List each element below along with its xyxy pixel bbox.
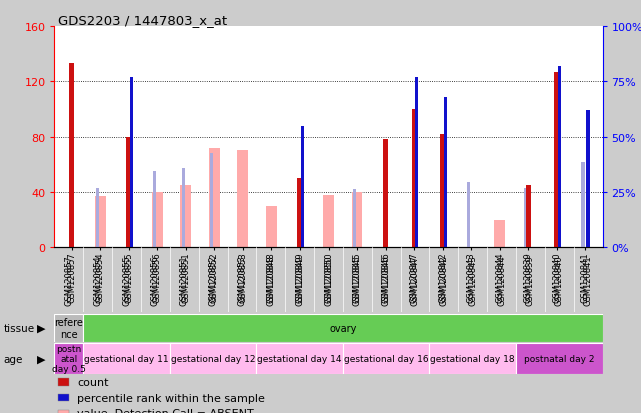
Bar (153, 172, 156, 248)
Text: GSM120840: GSM120840 (554, 254, 564, 305)
Bar (54, 343, 83, 374)
Bar (440, 135, 445, 248)
Bar (494, 220, 505, 248)
Bar (516, 343, 603, 374)
Bar (83, 343, 170, 374)
Text: GDS2203 / 1447803_x_at: GDS2203 / 1447803_x_at (58, 14, 227, 27)
Text: refere
nce: refere nce (54, 317, 83, 339)
Bar (266, 206, 277, 248)
Text: GSM120855: GSM120855 (122, 254, 131, 305)
Text: postn
atal
day 0.5: postn atal day 0.5 (52, 344, 86, 373)
Text: GSM120843: GSM120843 (468, 254, 478, 305)
Bar (383, 140, 388, 248)
Text: gestational day 18: gestational day 18 (430, 354, 515, 363)
Text: GSM120845: GSM120845 (353, 254, 362, 305)
Text: age: age (3, 354, 22, 364)
Bar (210, 154, 213, 248)
Bar (526, 186, 531, 248)
Bar (524, 188, 528, 248)
Text: GSM120842: GSM120842 (439, 254, 449, 305)
Text: GSM120856: GSM120856 (151, 254, 160, 305)
Text: postnatal day 2: postnatal day 2 (524, 354, 594, 363)
Text: tissue: tissue (3, 323, 35, 333)
Bar (129, 78, 133, 248)
Text: GSM120852: GSM120852 (208, 254, 218, 305)
Text: GSM120854: GSM120854 (93, 254, 103, 305)
Bar (256, 343, 343, 374)
Bar (554, 72, 560, 248)
Bar (412, 110, 417, 248)
Bar (126, 137, 131, 248)
Text: GSM120848: GSM120848 (266, 254, 276, 305)
Text: gestational day 16: gestational day 16 (344, 354, 429, 363)
Text: GSM120841: GSM120841 (583, 254, 593, 305)
Text: GSM120857: GSM120857 (64, 254, 74, 305)
Text: percentile rank within the sample: percentile rank within the sample (77, 393, 265, 403)
Bar (429, 343, 516, 374)
Bar (415, 78, 419, 248)
Text: GSM120847: GSM120847 (410, 254, 420, 305)
Text: GSM120849: GSM120849 (295, 254, 304, 305)
Text: ovary: ovary (329, 323, 356, 333)
Bar (96, 188, 99, 248)
Text: gestational day 11: gestational day 11 (84, 354, 169, 363)
Bar (152, 192, 163, 248)
Bar (353, 190, 356, 248)
Bar (587, 111, 590, 248)
Bar (180, 186, 191, 248)
Bar (352, 192, 362, 248)
Bar (323, 195, 334, 248)
Bar (444, 97, 447, 248)
Text: value, Detection Call = ABSENT: value, Detection Call = ABSENT (77, 408, 254, 413)
Bar (297, 179, 303, 248)
Bar (181, 169, 185, 248)
Text: count: count (77, 377, 108, 387)
Bar (95, 197, 106, 248)
Text: GSM120844: GSM120844 (497, 254, 506, 305)
Text: GSM120850: GSM120850 (324, 254, 333, 305)
Bar (170, 343, 256, 374)
Bar (558, 66, 561, 248)
Bar (209, 148, 220, 248)
Bar (301, 126, 304, 248)
Text: ▶: ▶ (37, 354, 46, 364)
Text: GSM120846: GSM120846 (381, 254, 391, 305)
Bar (467, 183, 470, 248)
Bar (581, 162, 585, 248)
Text: GSM120853: GSM120853 (237, 254, 247, 305)
Text: GSM120839: GSM120839 (526, 254, 535, 305)
Bar (343, 343, 429, 374)
Text: gestational day 12: gestational day 12 (171, 354, 255, 363)
Bar (54, 314, 83, 342)
Text: gestational day 14: gestational day 14 (258, 354, 342, 363)
Bar (237, 151, 248, 248)
Bar (69, 64, 74, 248)
Text: ▶: ▶ (37, 323, 46, 333)
Text: GSM120851: GSM120851 (179, 254, 189, 305)
